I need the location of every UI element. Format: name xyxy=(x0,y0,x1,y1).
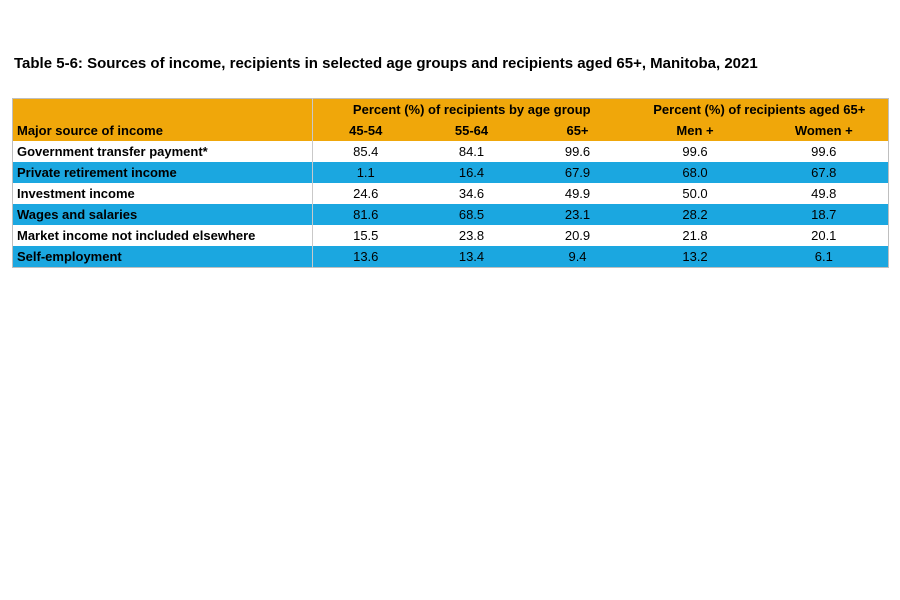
cell-value: 67.9 xyxy=(524,162,631,183)
table-row: Wages and salaries 81.6 68.5 23.1 28.2 1… xyxy=(12,204,889,225)
column-header-row: Major source of income 45-54 55-64 65+ M… xyxy=(12,120,889,141)
cell-value: 18.7 xyxy=(759,204,889,225)
column-header-men: Men + xyxy=(630,120,760,141)
cell-value: 24.6 xyxy=(312,183,419,204)
table-row: Self-employment 13.6 13.4 9.4 13.2 6.1 xyxy=(12,246,889,268)
row-label: Investment income xyxy=(12,183,313,204)
column-header-65plus: 65+ xyxy=(524,120,631,141)
cell-value: 28.2 xyxy=(630,204,760,225)
cell-value: 23.1 xyxy=(524,204,631,225)
cell-value: 68.5 xyxy=(418,204,525,225)
cell-value: 49.8 xyxy=(759,183,889,204)
cell-value: 49.9 xyxy=(524,183,631,204)
group-header-spacer xyxy=(12,98,313,120)
cell-value: 85.4 xyxy=(312,141,419,162)
table-row: Private retirement income 1.1 16.4 67.9 … xyxy=(12,162,889,183)
cell-value: 84.1 xyxy=(418,141,525,162)
cell-value: 15.5 xyxy=(312,225,419,246)
cell-value: 23.8 xyxy=(418,225,525,246)
table-row: Government transfer payment* 85.4 84.1 9… xyxy=(12,141,889,162)
table-row: Market income not included elsewhere 15.… xyxy=(12,225,889,246)
cell-value: 20.1 xyxy=(759,225,889,246)
cell-value: 81.6 xyxy=(312,204,419,225)
table-title: Table 5-6: Sources of income, recipients… xyxy=(14,55,758,72)
income-sources-table: Percent (%) of recipients by age group P… xyxy=(12,98,890,268)
row-label: Wages and salaries xyxy=(12,204,313,225)
group-header-aged-65plus: Percent (%) of recipients aged 65+ xyxy=(630,98,889,120)
cell-value: 34.6 xyxy=(418,183,525,204)
row-label: Private retirement income xyxy=(12,162,313,183)
cell-value: 99.6 xyxy=(524,141,631,162)
group-header-row: Percent (%) of recipients by age group P… xyxy=(12,98,889,120)
cell-value: 67.8 xyxy=(759,162,889,183)
table-row: Investment income 24.6 34.6 49.9 50.0 49… xyxy=(12,183,889,204)
cell-value: 20.9 xyxy=(524,225,631,246)
column-header-45-54: 45-54 xyxy=(312,120,419,141)
row-label: Self-employment xyxy=(12,246,313,268)
cell-value: 13.2 xyxy=(630,246,760,268)
column-header-label: Major source of income xyxy=(12,120,313,141)
column-header-55-64: 55-64 xyxy=(418,120,525,141)
cell-value: 50.0 xyxy=(630,183,760,204)
cell-value: 1.1 xyxy=(312,162,419,183)
cell-value: 9.4 xyxy=(524,246,631,268)
cell-value: 13.4 xyxy=(418,246,525,268)
cell-value: 99.6 xyxy=(759,141,889,162)
cell-value: 68.0 xyxy=(630,162,760,183)
cell-value: 21.8 xyxy=(630,225,760,246)
cell-value: 16.4 xyxy=(418,162,525,183)
column-header-women: Women + xyxy=(759,120,889,141)
row-label: Market income not included elsewhere xyxy=(12,225,313,246)
row-label: Government transfer payment* xyxy=(12,141,313,162)
cell-value: 6.1 xyxy=(759,246,889,268)
group-header-age-group: Percent (%) of recipients by age group xyxy=(311,98,631,120)
cell-value: 99.6 xyxy=(630,141,760,162)
cell-value: 13.6 xyxy=(312,246,419,268)
